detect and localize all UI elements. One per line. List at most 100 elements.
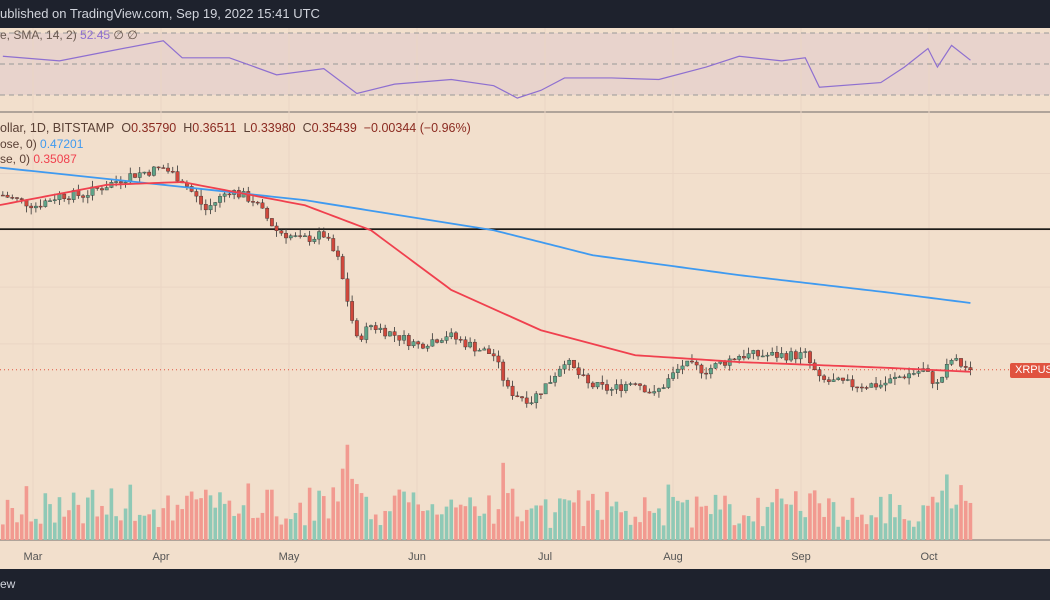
candle-body — [765, 354, 770, 357]
ma200-legend: ose, 0) 0.47201 — [0, 137, 83, 151]
candle-body — [213, 202, 218, 206]
price-chart[interactable]: Mar Apr May Jun Jul Aug Sep Oct — [0, 28, 1050, 569]
volume-bar — [520, 521, 524, 540]
volume-bar — [506, 493, 510, 540]
volume-bar — [501, 462, 505, 540]
candle-body — [841, 377, 845, 381]
candle-body — [826, 379, 831, 382]
candle-body — [741, 356, 746, 359]
candle-body — [321, 231, 326, 238]
volume-bar — [57, 497, 62, 540]
candle-body — [803, 351, 808, 353]
candle-body — [255, 201, 260, 204]
candle-body — [605, 384, 609, 391]
volume-bar — [383, 510, 387, 540]
candle-body — [29, 205, 34, 209]
volume-bar — [449, 499, 454, 540]
volume-bar — [812, 490, 817, 540]
candle-body — [737, 356, 742, 360]
candle-body — [798, 352, 803, 360]
candle-body — [222, 193, 227, 197]
volume-bar — [529, 508, 534, 540]
candle-body — [444, 336, 449, 341]
candle-body — [916, 371, 921, 374]
candle-body — [572, 359, 576, 368]
volume-bar — [222, 503, 227, 540]
candle-body — [397, 335, 402, 341]
volume-bar — [477, 515, 482, 540]
volume-bar — [100, 505, 104, 540]
volume-bar — [756, 497, 760, 540]
volume-bar — [694, 496, 699, 540]
volume-bar — [723, 495, 727, 540]
candle-body — [954, 358, 959, 361]
volume-bar — [798, 510, 803, 540]
candle-body — [845, 379, 850, 381]
volume-bar — [661, 525, 666, 540]
candle-body — [930, 371, 935, 384]
candle-body — [515, 395, 520, 398]
volume-bar — [591, 493, 595, 540]
candle-body — [378, 327, 383, 330]
volume-bar — [425, 510, 430, 540]
candle-body — [831, 379, 836, 382]
volume-bar — [307, 487, 312, 540]
candle-body — [218, 196, 222, 203]
candle-body — [430, 339, 435, 347]
volume-bar — [166, 495, 170, 540]
volume-bar — [142, 515, 147, 540]
candle-body — [477, 349, 482, 352]
volume-bar — [156, 527, 161, 540]
volume-bar — [845, 519, 850, 540]
volume-bar — [350, 478, 354, 540]
volume-bar — [119, 520, 123, 540]
candle-body — [907, 373, 911, 379]
candle-body — [675, 368, 680, 373]
volume-bar — [241, 505, 246, 540]
candle-body — [246, 191, 251, 202]
volume-bar — [175, 504, 180, 540]
volume-bar — [86, 497, 90, 540]
volume-bar — [208, 495, 213, 540]
ma50-label: se, 0) — [0, 152, 31, 166]
candle-body — [265, 207, 270, 219]
candle-body — [208, 205, 213, 211]
volume-bar — [34, 518, 38, 540]
candle-body — [581, 374, 586, 376]
candle-body — [935, 382, 940, 384]
high-value: 0.36511 — [192, 121, 237, 135]
volume-bar — [770, 502, 774, 540]
volume-bar — [137, 514, 142, 540]
volume-bar — [746, 516, 751, 540]
candle-body — [52, 199, 57, 201]
candle-body — [284, 232, 288, 239]
volume-bar — [874, 517, 878, 540]
volume-bar — [388, 511, 392, 540]
volume-bar — [657, 508, 661, 540]
volume-bar — [878, 496, 883, 540]
volume-bar — [926, 505, 930, 540]
rsi-line — [2, 40, 971, 99]
volume-bar — [194, 499, 199, 540]
volume-bar — [24, 486, 29, 540]
volume-bar — [794, 491, 798, 540]
candle-body — [713, 363, 718, 369]
candle-body — [864, 387, 869, 389]
open-label: O — [121, 121, 132, 135]
volume-bar — [411, 492, 416, 540]
candle-body — [760, 355, 765, 358]
volume-bar — [416, 504, 420, 540]
volume-bar — [378, 525, 383, 540]
volume-bar — [170, 520, 175, 540]
volume-bar — [265, 489, 269, 540]
candle-body — [878, 384, 883, 388]
candle-body — [586, 374, 591, 384]
volume-bar — [676, 500, 680, 540]
candle-body — [43, 200, 48, 207]
volume-bar — [888, 494, 892, 540]
candles — [0, 162, 973, 409]
candle-body — [501, 361, 506, 381]
volume-bar — [322, 496, 326, 540]
candle-body — [812, 362, 817, 371]
candle-body — [671, 372, 675, 379]
